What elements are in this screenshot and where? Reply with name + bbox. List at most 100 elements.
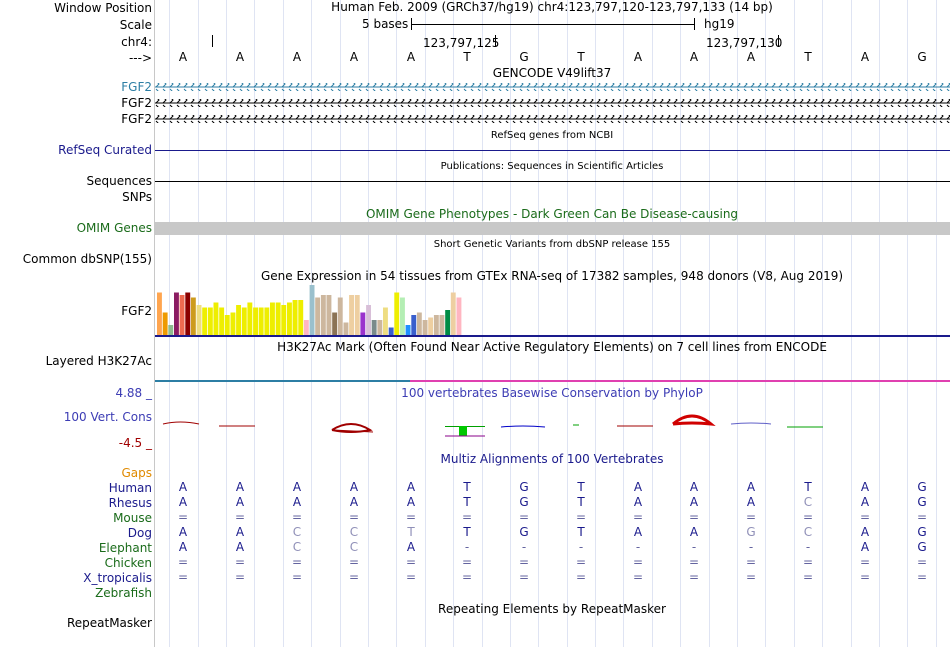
omim-gene-bar[interactable] [155,222,950,235]
gtex-tissue-bar[interactable] [400,297,405,336]
gtex-tissue-bar[interactable] [320,295,326,335]
species-label-human[interactable]: Human [108,481,152,495]
gtex-tissue-bar[interactable] [196,305,202,335]
gtex-tissue-bar[interactable] [388,327,394,336]
gtex-tissue-bar[interactable] [270,302,275,336]
gtex-tissue-bar[interactable] [456,297,462,336]
omim-label[interactable]: OMIM Genes [76,221,152,235]
gtex-tissue-bar[interactable] [224,315,230,335]
gtex-tissue-bar[interactable] [213,302,219,336]
gtex-tissue-bar[interactable] [326,295,332,335]
conservation-wiggle[interactable] [155,408,950,442]
conservation-track-title[interactable]: 100 vertebrates Basewise Conservation by… [401,386,703,400]
omim-track-title[interactable]: OMIM Gene Phenotypes - Dark Green Can Be… [365,207,739,221]
scale-bar-left-tick [411,18,412,30]
gtex-tissue-bar[interactable] [162,312,168,336]
dbsnp-track-title[interactable]: Short Genetic Variants from dbSNP releas… [433,239,671,250]
refseq-label[interactable]: RefSeq Curated [58,143,152,157]
gencode-track-title[interactable]: GENCODE V49lift37 [492,66,612,80]
gtex-tissue-bar[interactable] [366,305,371,335]
gtex-tissue-bar[interactable] [349,295,354,335]
gtex-tissue-bar[interactable] [309,285,315,335]
alignment-base: = [745,570,757,584]
repeatmasker-track-title[interactable]: Repeating Elements by RepeatMasker [438,602,666,616]
gtex-tissue-bar[interactable] [241,307,247,336]
gtex-tissue-bar[interactable] [236,305,241,335]
gtex-tissue-bar[interactable] [428,317,434,336]
gtex-tissue-bar[interactable] [303,320,309,335]
scale-bar [411,24,695,25]
gtex-tissue-bar[interactable] [383,307,388,336]
gtex-tissue-bar[interactable] [433,315,439,335]
browser-image[interactable]: Human Feb. 2009 (GRCh37/hg19) chr4:123,7… [155,0,950,647]
gtex-track-title[interactable]: Gene Expression in 54 tissues from GTEx … [260,269,844,283]
gtex-tissue-bar[interactable] [439,315,445,335]
gtex-tissue-bar[interactable] [185,292,191,336]
gtex-tissue-bar[interactable] [190,297,196,336]
h3k27ac-label[interactable]: Layered H3K27Ac [45,354,152,368]
gencode-gene-lines[interactable] [155,80,950,126]
gtex-tissue-bar[interactable] [360,312,366,336]
dbsnp-label[interactable]: Common dbSNP(155) [22,252,152,266]
publications-line[interactable] [155,181,950,182]
gtex-tissue-bar[interactable] [337,297,343,336]
base-gridline [169,0,170,647]
gtex-expression-bars[interactable] [155,283,950,335]
species-label-rhesus[interactable]: Rhesus [108,496,152,510]
gtex-tissue-bar[interactable] [343,322,349,336]
gtex-tissue-bar[interactable] [219,307,225,336]
gtex-tissue-bar[interactable] [315,297,321,336]
gtex-tissue-bar[interactable] [264,307,270,336]
gtex-tissue-bar[interactable] [247,302,253,336]
gtex-tissue-bar[interactable] [411,315,417,335]
species-label-x_tropicalis[interactable]: X_tropicalis [83,571,152,585]
gtex-tissue-bar[interactable] [174,292,179,336]
multiz-track-title[interactable]: Multiz Alignments of 100 Vertebrates [440,452,664,466]
h3k27ac-signal[interactable] [155,380,410,382]
gtex-tissue-bar[interactable] [168,325,174,335]
gtex-tissue-bar[interactable] [207,307,213,336]
h3k27ac-track-title[interactable]: H3K27Ac Mark (Often Found Near Active Re… [277,340,827,354]
gtex-tissue-bar[interactable] [371,320,377,335]
snps-label[interactable]: SNPs [122,190,152,204]
species-label-mouse[interactable]: Mouse [113,511,152,525]
alignment-base: A [235,525,245,539]
base-letter: G [917,50,927,64]
gtex-tissue-bar[interactable] [157,292,162,336]
refseq-track-title[interactable]: RefSeq genes from NCBI [490,130,614,141]
gtex-tissue-bar[interactable] [450,292,456,336]
gtex-tissue-bar[interactable] [281,305,287,335]
species-label-zebrafish[interactable]: Zebrafish [95,586,152,600]
refseq-gene-line[interactable] [155,150,950,151]
gtex-tissue-bar[interactable] [298,300,304,335]
gtex-tissue-bar[interactable] [332,312,338,336]
gtex-tissue-bar[interactable] [405,325,411,335]
publications-track-title[interactable]: Publications: Sequences in Scientific Ar… [440,161,664,172]
gtex-tissue-bar[interactable] [202,307,208,336]
h3k27ac-signal[interactable] [155,380,950,382]
gtex-tissue-bar[interactable] [377,320,383,335]
gtex-tissue-bar[interactable] [253,307,258,336]
gtex-tissue-bar[interactable] [258,307,264,336]
gtex-tissue-bar[interactable] [394,292,400,336]
gtex-tissue-bar[interactable] [354,295,360,335]
species-label-chicken[interactable]: Chicken [104,556,152,570]
gencode-label-3[interactable]: FGF2 [121,112,152,126]
repeatmasker-label[interactable]: RepeatMasker [66,616,152,630]
species-label-elephant[interactable]: Elephant [98,541,152,555]
gtex-tissue-bar[interactable] [422,320,428,335]
gtex-tissue-bar[interactable] [275,302,281,336]
gencode-label-2[interactable]: FGF2 [121,96,152,110]
gtex-tissue-bar[interactable] [416,312,422,336]
gtex-tissue-bar[interactable] [230,312,236,336]
gtex-tissue-bar[interactable] [445,310,451,335]
gtex-label[interactable]: FGF2 [121,304,152,318]
gtex-tissue-bar[interactable] [292,300,298,335]
species-label-dog[interactable]: Dog [127,526,152,540]
conservation-label[interactable]: 100 Vert. Cons [63,410,152,424]
base-letter: A [235,50,245,64]
gencode-label-1[interactable]: FGF2 [121,80,152,94]
gtex-tissue-bar[interactable] [287,302,292,336]
publications-label[interactable]: Sequences [86,174,152,188]
gtex-tissue-bar[interactable] [179,295,185,335]
